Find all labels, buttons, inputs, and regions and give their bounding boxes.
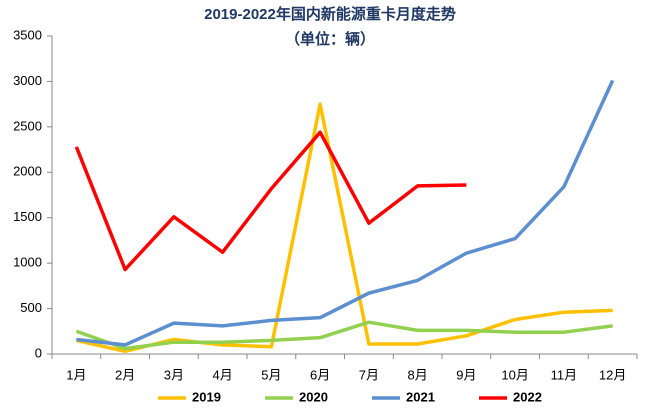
legend-label: 2020 bbox=[299, 389, 328, 404]
x-tick-label: 6月 bbox=[310, 367, 330, 382]
legend-label: 2022 bbox=[513, 389, 542, 404]
y-tick-label: 2500 bbox=[13, 118, 42, 133]
series-line bbox=[75, 102, 613, 354]
y-tick-label: 500 bbox=[20, 300, 42, 315]
series-line bbox=[74, 130, 467, 272]
x-tick-label: 8月 bbox=[408, 367, 428, 382]
series-line bbox=[75, 320, 613, 351]
x-tick-label: 11月 bbox=[551, 367, 578, 382]
chart-title: 2019-2022年国内新能源重卡月度走势 bbox=[204, 5, 456, 23]
x-tick-label: 3月 bbox=[164, 367, 184, 382]
legend-label: 2019 bbox=[192, 389, 221, 404]
x-tick-label: 1月 bbox=[66, 367, 86, 382]
x-tick-label: 5月 bbox=[261, 367, 281, 382]
y-tick-label: 1500 bbox=[13, 209, 42, 224]
x-tick-label: 9月 bbox=[456, 367, 476, 382]
series-line bbox=[76, 79, 615, 347]
chart-subtitle: （单位：辆） bbox=[285, 30, 375, 48]
x-tick-label: 2月 bbox=[115, 367, 135, 382]
y-tick-label: 3000 bbox=[13, 73, 42, 88]
x-tick-label: 12月 bbox=[599, 367, 626, 382]
x-tick-label: 10月 bbox=[501, 367, 528, 382]
y-tick-label: 1000 bbox=[13, 255, 42, 270]
y-tick-label: 3500 bbox=[13, 27, 42, 42]
y-tick-label: 0 bbox=[35, 345, 42, 360]
legend-label: 2021 bbox=[406, 389, 435, 404]
y-tick-label: 2000 bbox=[13, 164, 42, 179]
x-tick-label: 7月 bbox=[359, 367, 379, 382]
x-tick-label: 4月 bbox=[213, 367, 233, 382]
